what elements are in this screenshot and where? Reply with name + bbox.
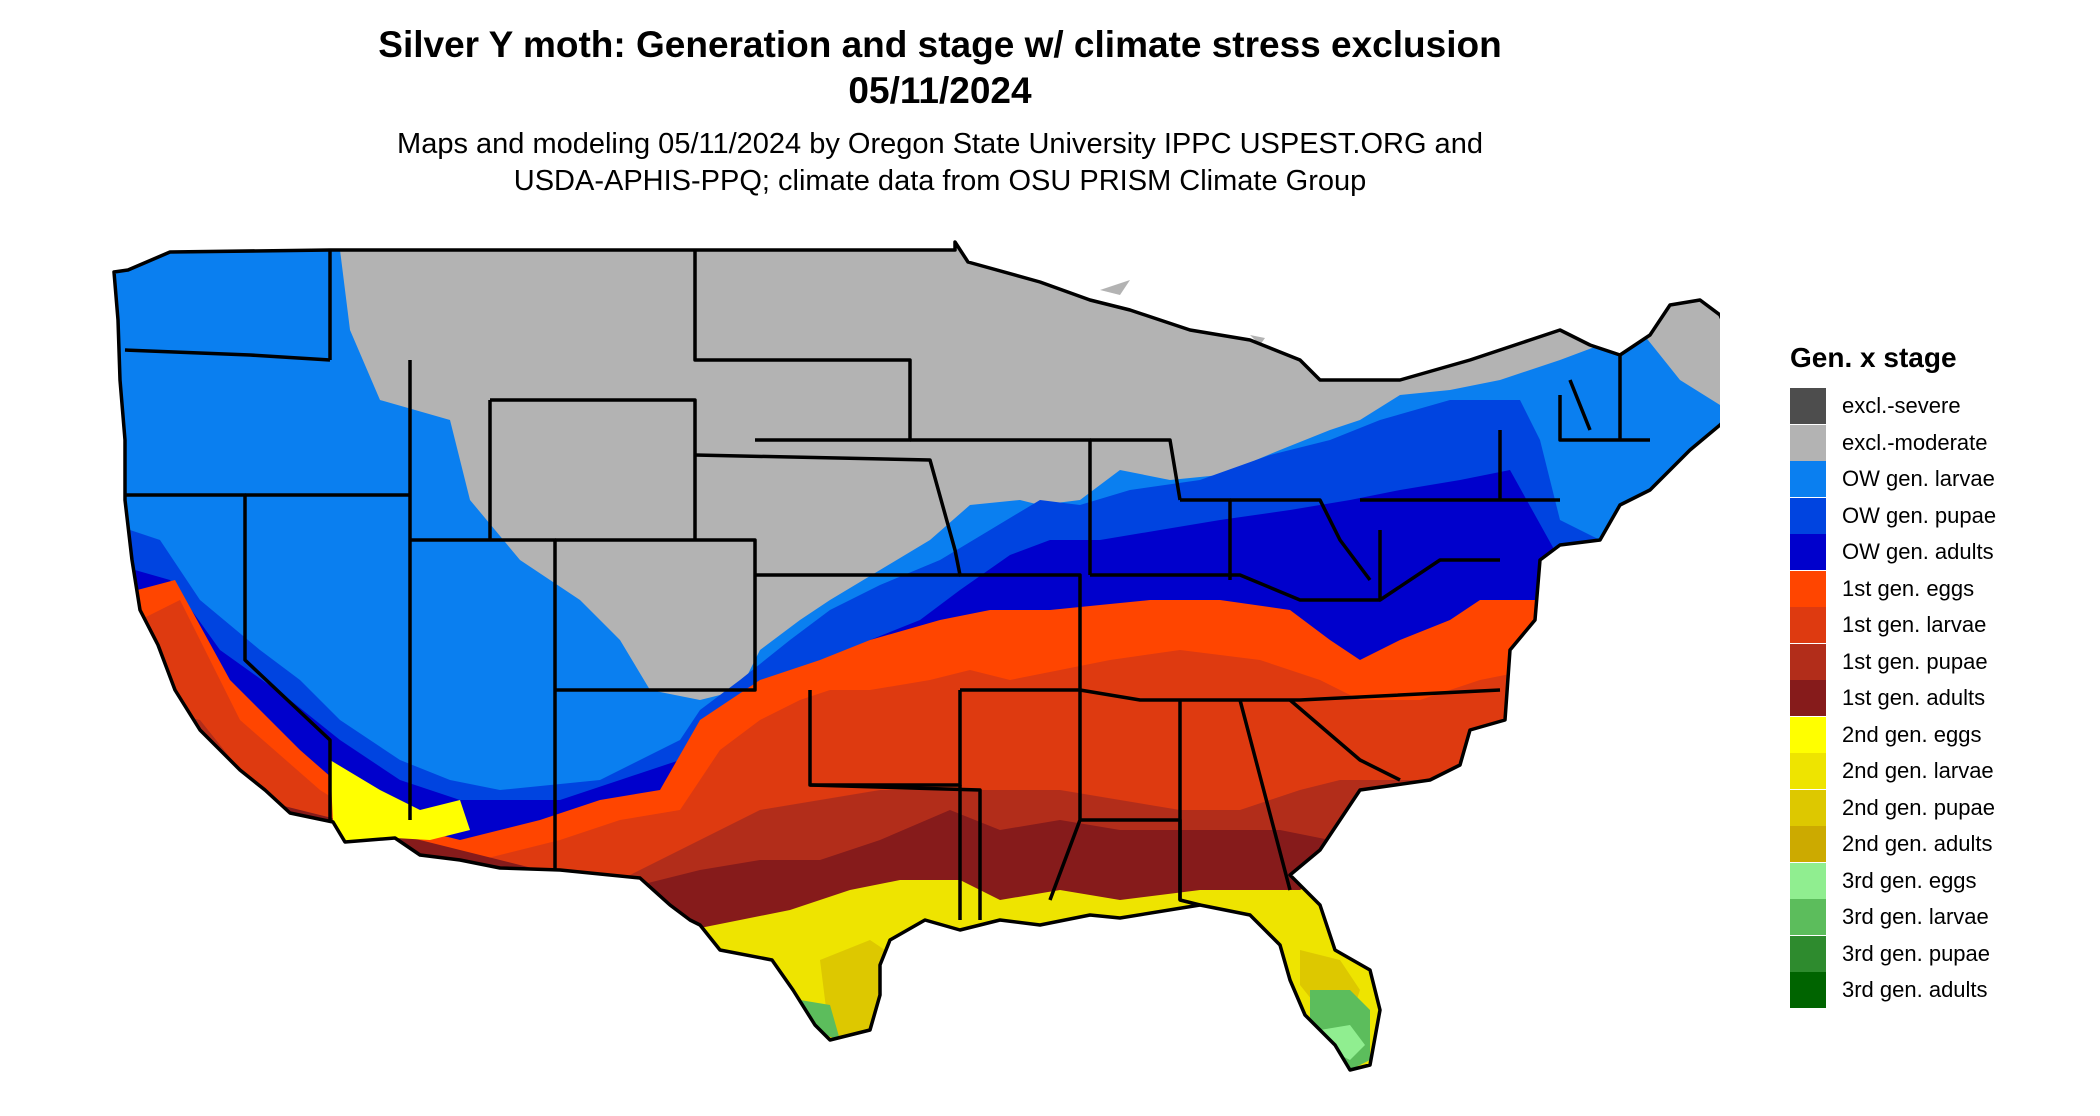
legend-item: 3rd gen. pupae	[1790, 935, 1996, 973]
legend-label: 1st gen. larvae	[1842, 612, 1987, 638]
legend-item: 3rd gen. eggs	[1790, 862, 1996, 900]
legend-swatch	[1790, 497, 1826, 534]
legend-swatch	[1790, 935, 1826, 972]
map-title: Silver Y moth: Generation and stage w/ c…	[378, 24, 1502, 65]
legend-label: 2nd gen. pupae	[1842, 794, 1995, 820]
legend-swatch	[1790, 899, 1826, 936]
legend-swatch	[1790, 716, 1826, 753]
legend-swatch	[1790, 570, 1826, 607]
legend-swatch	[1790, 826, 1826, 863]
legend-label: 1st gen. pupae	[1842, 648, 1988, 674]
legend-label: 1st gen. eggs	[1842, 575, 1975, 601]
legend-item: 2nd gen. eggs	[1790, 716, 1996, 754]
legend: Gen. x stage excl.-severe excl.-moderate O…	[1790, 342, 1996, 1009]
legend-item: excl.-severe	[1790, 388, 1996, 425]
legend-label: 2nd gen. larvae	[1842, 758, 1994, 784]
legend-item: 1st gen. adults	[1790, 680, 1996, 717]
legend-item: excl.-moderate	[1790, 424, 1996, 462]
legend-swatch	[1790, 789, 1826, 826]
map-credit-line-2: USDA-APHIS-PPQ; climate data from OSU PR…	[513, 165, 1367, 197]
legend-swatch	[1790, 753, 1826, 790]
legend-item: 1st gen. larvae	[1790, 607, 1996, 644]
legend-item: 2nd gen. larvae	[1790, 753, 1996, 790]
legend-label: 2nd gen. eggs	[1842, 721, 1982, 747]
legend-item: OW gen. pupae	[1790, 497, 1997, 535]
legend-item: 2nd gen. pupae	[1790, 789, 1996, 827]
legend-swatch	[1790, 424, 1826, 461]
legend-swatch	[1790, 680, 1826, 717]
legend-label: OW gen. adults	[1842, 539, 1994, 565]
legend-item: 3rd gen. larvae	[1790, 899, 1996, 936]
legend-item: 3rd gen. adults	[1790, 972, 1996, 1009]
legend-swatch	[1790, 461, 1826, 498]
legend-label: OW gen. larvae	[1842, 466, 1995, 492]
legend-swatch	[1790, 972, 1826, 1009]
legend-item: 2nd gen. adults	[1790, 826, 1996, 863]
map-date: 05/11/2024	[848, 70, 1032, 111]
legend-label: 3rd gen. eggs	[1842, 867, 1977, 893]
legend-swatch	[1790, 643, 1826, 680]
legend-label: OW gen. pupae	[1842, 502, 1997, 528]
legend-label: 1st gen. adults	[1842, 685, 1986, 711]
legend-title: Gen. x stage	[1790, 342, 1957, 373]
legend-swatch	[1790, 534, 1826, 571]
legend-swatch	[1790, 862, 1826, 899]
legend-items: excl.-severe excl.-moderate OW gen. larvae…	[1790, 388, 1996, 1009]
legend-label: 3rd gen. larvae	[1842, 904, 1989, 930]
legend-swatch	[1790, 388, 1826, 425]
legend-swatch	[1790, 607, 1826, 644]
legend-label: 2nd gen. adults	[1842, 831, 1993, 857]
us-map	[112, 240, 1720, 1072]
legend-item: OW gen. adults	[1790, 534, 1996, 571]
legend-item: 1st gen. pupae	[1790, 643, 1996, 681]
map-credit-line-1: Maps and modeling 05/11/2024 by Oregon S…	[397, 128, 1483, 160]
legend-item: OW gen. larvae	[1790, 461, 1996, 498]
legend-label: excl.-moderate	[1842, 429, 1988, 455]
legend-label: excl.-severe	[1842, 393, 1961, 419]
legend-label: 3rd gen. pupae	[1842, 940, 1991, 966]
legend-item: 1st gen. eggs	[1790, 570, 1996, 608]
legend-label: 3rd gen. adults	[1842, 977, 1988, 1003]
